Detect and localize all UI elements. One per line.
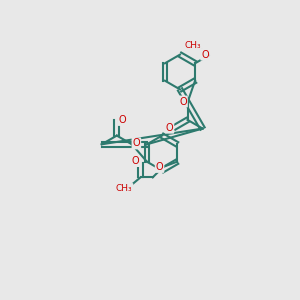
Text: O: O [156, 162, 164, 172]
Text: O: O [118, 115, 126, 125]
Text: O: O [201, 50, 209, 60]
Text: CH₃: CH₃ [116, 184, 132, 193]
Text: O: O [131, 156, 139, 166]
Text: CH₃: CH₃ [184, 41, 201, 50]
Text: O: O [133, 138, 140, 148]
Text: O: O [179, 97, 187, 106]
Text: O: O [166, 123, 173, 133]
